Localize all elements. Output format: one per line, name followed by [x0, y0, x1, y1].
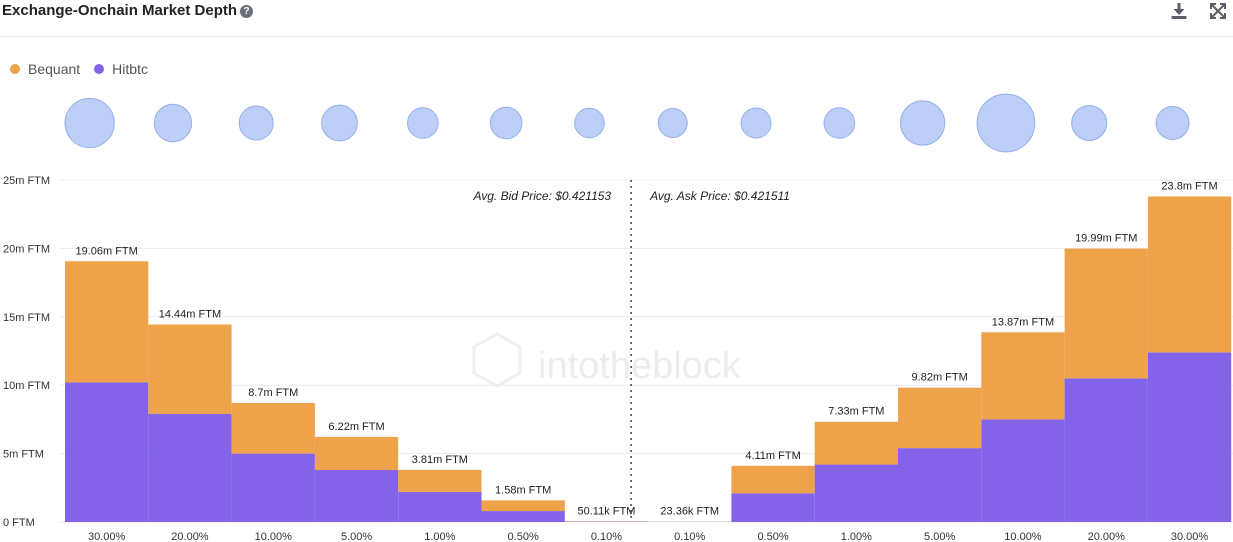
- x-tick-label: 10.00%: [1004, 531, 1042, 542]
- bar-bequant: [148, 324, 232, 414]
- depth-bubble: [574, 107, 605, 139]
- bar-total-label: 6.22m FTM: [328, 421, 384, 433]
- depth-bubble: [238, 105, 274, 141]
- y-tick-label: 0 FTM: [3, 517, 35, 529]
- bar-hitbtc: [1064, 378, 1148, 522]
- bar-bequant: [481, 500, 565, 512]
- bar-hitbtc: [398, 491, 482, 522]
- bar-bequant: [398, 469, 482, 492]
- depth-bubble: [321, 104, 358, 142]
- bar-hitbtc: [148, 413, 232, 522]
- bar-hitbtc: [898, 448, 982, 522]
- legend-item-hitbtc[interactable]: Hitbtc: [94, 61, 148, 77]
- legend-item-bequant[interactable]: Bequant: [10, 61, 80, 77]
- depth-bubble: [407, 107, 439, 139]
- avg-bid-price-label: Avg. Bid Price: $0.421153: [472, 189, 611, 203]
- y-tick-label: 20m FTM: [3, 243, 50, 255]
- x-tick-label: 30.00%: [1171, 531, 1209, 542]
- question-circle-icon[interactable]: ?: [240, 5, 253, 18]
- legend: Bequant Hitbtc: [10, 61, 148, 77]
- bar-total-label: 9.82m FTM: [912, 372, 968, 384]
- bar-total-label: 8.7m FTM: [248, 387, 298, 399]
- legend-swatch-bequant: [10, 64, 20, 74]
- bar-hitbtc: [1147, 352, 1232, 522]
- x-tick-label: 5.00%: [924, 531, 955, 542]
- legend-label-bequant: Bequant: [28, 61, 81, 77]
- bar-total-label: 3.81m FTM: [412, 454, 468, 466]
- depth-bubble: [489, 106, 523, 140]
- avg-ask-price-label: Avg. Ask Price: $0.421511: [649, 189, 790, 203]
- bar-total-label: 19.99m FTM: [1075, 233, 1137, 245]
- bar-bequant: [898, 387, 982, 449]
- bar-total-label: 50.11k FTM: [578, 505, 636, 517]
- bar-bequant: [1147, 196, 1232, 353]
- watermark-logo: [472, 332, 522, 388]
- download-icon[interactable]: [1170, 2, 1188, 20]
- bar-bequant: [314, 436, 399, 471]
- x-tick-label: 30.00%: [88, 531, 126, 542]
- bar-total-label: 1.58m FTM: [495, 484, 551, 496]
- bar-total-label: 23.8m FTM: [1161, 180, 1217, 192]
- bar-hitbtc: [231, 453, 315, 522]
- depth-bubble: [823, 107, 856, 139]
- depth-bubble: [740, 107, 772, 139]
- depth-bubble: [153, 103, 193, 143]
- bar-total-label: 19.06m FTM: [75, 245, 137, 257]
- bar-bequant: [65, 261, 149, 383]
- bar-bequant: [1064, 248, 1148, 379]
- x-tick-label: 5.00%: [341, 531, 372, 542]
- bar-total-label: 13.87m FTM: [992, 316, 1054, 328]
- x-tick-label: 1.00%: [424, 531, 455, 542]
- x-tick-label: 10.00%: [255, 531, 293, 542]
- x-tick-label: 20.00%: [171, 531, 209, 542]
- legend-label-hitbtc: Hitbtc: [112, 61, 148, 77]
- bar-bequant: [981, 332, 1065, 420]
- expand-icon[interactable]: [1209, 2, 1227, 20]
- y-tick-label: 25m FTM: [3, 175, 50, 187]
- bar-bequant: [231, 402, 315, 454]
- depth-bubble: [1155, 106, 1190, 140]
- bar-hitbtc: [65, 382, 149, 522]
- x-tick-label: 0.10%: [674, 531, 705, 542]
- x-tick-label: 1.00%: [841, 531, 872, 542]
- x-tick-label: 0.10%: [591, 531, 622, 542]
- bar-hitbtc: [814, 464, 898, 522]
- y-tick-label: 5m FTM: [3, 449, 44, 461]
- depth-bubble: [1071, 104, 1108, 142]
- watermark-text: intotheblock: [538, 345, 742, 387]
- depth-bubble: [900, 100, 946, 146]
- bar-hitbtc: [481, 511, 565, 522]
- legend-swatch-hitbtc: [94, 64, 105, 74]
- bar-total-label: 4.11m FTM: [745, 450, 800, 462]
- depth-bubble: [976, 93, 1036, 153]
- bar-bequant: [814, 421, 898, 465]
- bar-bequant: [731, 465, 815, 494]
- page-title: Exchange-Onchain Market Depth: [2, 2, 238, 19]
- bar-total-label: 23.36k FTM: [660, 506, 719, 518]
- bar-hitbtc: [731, 493, 815, 522]
- depth-bubble: [657, 108, 688, 138]
- y-tick-label: 15m FTM: [3, 312, 50, 324]
- y-tick-label: 10m FTM: [3, 380, 50, 392]
- depth-bubble: [64, 97, 115, 149]
- chart-header: Exchange-Onchain Market Depth ?: [0, 0, 1233, 37]
- bar-hitbtc: [981, 419, 1065, 522]
- bar-hitbtc: [314, 470, 399, 522]
- x-tick-label: 0.50%: [508, 531, 539, 542]
- bar-total-label: 14.44m FTM: [159, 308, 221, 320]
- bar-total-label: 7.33m FTM: [828, 406, 884, 418]
- x-tick-label: 20.00%: [1088, 531, 1126, 542]
- x-tick-label: 0.50%: [757, 531, 788, 542]
